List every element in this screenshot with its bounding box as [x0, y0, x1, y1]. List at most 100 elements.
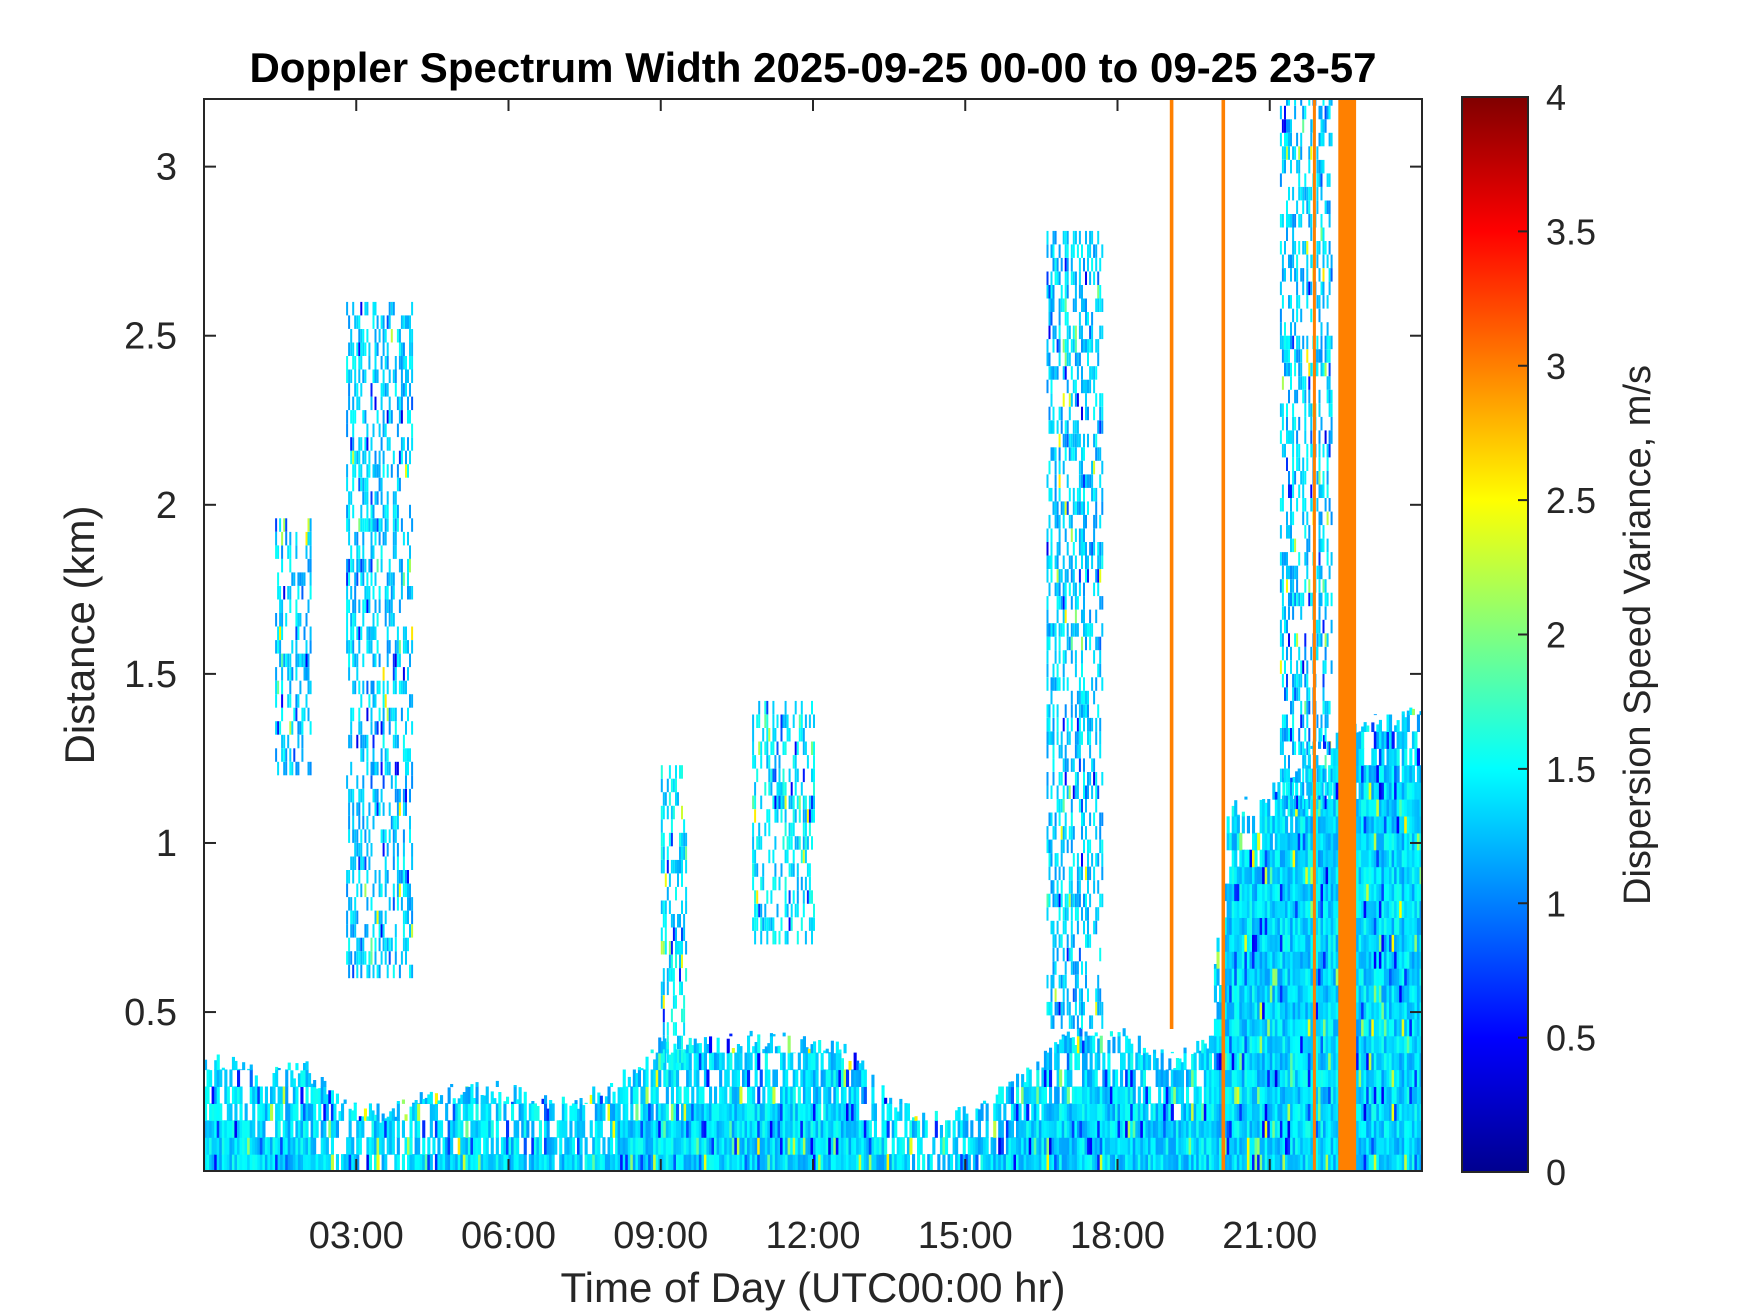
heatmap-cell [709, 1086, 713, 1104]
heatmap-cell [465, 1103, 469, 1121]
heatmap-cell [1330, 1018, 1334, 1037]
heatmap-cell [1231, 917, 1235, 935]
heatmap-cell [952, 1137, 956, 1155]
heatmap-cell [1241, 985, 1245, 1003]
heatmap-cell [388, 315, 391, 329]
heatmap-cell [372, 694, 375, 708]
heatmap-cell [348, 815, 351, 830]
heatmap-cell [371, 1110, 375, 1121]
heatmap-cell [473, 1137, 477, 1155]
heatmap-cell [1305, 849, 1309, 868]
heatmap-cell [1305, 1086, 1309, 1104]
heatmap-cell [681, 1120, 685, 1138]
heatmap-cell [405, 356, 407, 370]
heatmap-cell [1076, 1028, 1080, 1037]
heatmap-cell [762, 876, 765, 891]
heatmap-cell [851, 1086, 855, 1104]
heatmap-cell [766, 728, 769, 742]
heatmap-cell [1236, 832, 1240, 851]
heatmap-cell [1229, 1052, 1233, 1071]
heatmap-cell [440, 1095, 444, 1104]
heatmap-cell [1236, 968, 1240, 986]
heatmap-cell [1183, 1154, 1187, 1171]
heatmap-cell [752, 1120, 756, 1138]
heatmap-cell [362, 545, 365, 559]
heatmap-cell [328, 1090, 332, 1104]
heatmap-cell [983, 1100, 987, 1104]
heatmap-cell [538, 1154, 542, 1171]
heatmap-cell [985, 1120, 989, 1138]
heatmap-cell [848, 1103, 852, 1121]
heatmap-cell [1206, 1120, 1210, 1138]
heatmap-cell [366, 301, 369, 316]
heatmap-cell [1389, 765, 1393, 783]
heatmap-cell [719, 1120, 723, 1138]
heatmap-cell [392, 504, 395, 519]
heatmap-cell [1043, 1120, 1047, 1138]
heatmap-cell [863, 1137, 867, 1155]
heatmap-cell [405, 748, 407, 762]
heatmap-cell [810, 1044, 814, 1054]
heatmap-cell [673, 1103, 677, 1121]
heatmap-cell [305, 531, 308, 546]
heatmap-cell [645, 1103, 649, 1121]
heatmap-cell [400, 396, 403, 411]
heatmap-cell [358, 1120, 362, 1138]
heatmap-cell [1290, 1086, 1294, 1104]
heatmap-cell [384, 1118, 388, 1121]
heatmap-cell [566, 1154, 570, 1171]
heatmap-cell [668, 1120, 672, 1138]
heatmap-cell [277, 545, 280, 559]
heatmap-cell [1219, 985, 1223, 1003]
heatmap-cell [1416, 1018, 1420, 1037]
heatmap-cell [315, 1154, 319, 1171]
heatmap-cell [1383, 1086, 1387, 1104]
heatmap-cell [1241, 900, 1245, 918]
heatmap-cell [1252, 1120, 1256, 1138]
heatmap-cell [1285, 968, 1289, 986]
heatmap-cell [1409, 1018, 1413, 1037]
heatmap-cell [736, 1069, 740, 1087]
heatmap-cell [1373, 934, 1377, 952]
heatmap-cell [1394, 799, 1398, 817]
heatmap-cell [364, 734, 367, 749]
heatmap-cell [254, 1154, 258, 1171]
heatmap-cell [709, 1052, 713, 1071]
heatmap-cell [409, 315, 411, 329]
heatmap-cell [1254, 1120, 1258, 1138]
heatmap-cell [1168, 1120, 1172, 1138]
heatmap-cell [1084, 1069, 1088, 1087]
heatmap-cell [362, 450, 365, 465]
heatmap-cell [401, 1154, 405, 1171]
heatmap-cell [747, 1120, 751, 1138]
heatmap-cell [460, 1120, 464, 1138]
heatmap-cell [1363, 985, 1367, 1003]
heatmap-cell [360, 437, 363, 451]
heatmap-cell [1295, 832, 1299, 851]
heatmap-cell [643, 1086, 647, 1104]
heatmap-cell [1241, 849, 1245, 868]
heatmap-cell [802, 1120, 806, 1138]
heatmap-cell [1160, 1154, 1164, 1171]
heatmap-cell [368, 599, 371, 613]
heatmap-cell [457, 1120, 461, 1138]
heatmap-cell [277, 586, 280, 600]
heatmap-cell [683, 1049, 686, 1063]
heatmap-cell [1391, 815, 1395, 834]
heatmap-cell [784, 822, 787, 837]
heatmap-cell [389, 1120, 393, 1138]
heatmap-cell [825, 1103, 829, 1121]
heatmap-cell [1109, 1086, 1113, 1104]
heatmap-cell [985, 1103, 989, 1121]
heatmap-cell [285, 531, 288, 546]
heatmap-cell [769, 1137, 773, 1155]
heatmap-cell [772, 768, 775, 783]
heatmap-cell [467, 1103, 471, 1121]
heatmap-cell [1224, 1035, 1228, 1054]
heatmap-cell [297, 613, 300, 627]
heatmap-cell [1363, 849, 1367, 868]
heatmap-cell [350, 586, 353, 600]
heatmap-cell [752, 863, 755, 877]
heatmap-cell [1150, 1120, 1154, 1138]
heatmap-cell [376, 1120, 380, 1138]
